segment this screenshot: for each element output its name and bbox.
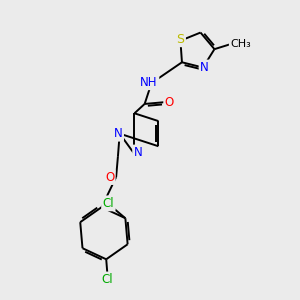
Text: O: O — [105, 170, 114, 184]
Text: N: N — [200, 61, 209, 74]
Text: N: N — [134, 146, 142, 159]
Text: O: O — [165, 96, 174, 109]
Text: Cl: Cl — [103, 197, 114, 210]
Text: N: N — [114, 127, 123, 140]
Text: Cl: Cl — [102, 273, 113, 286]
Text: NH: NH — [140, 76, 158, 89]
Text: CH₃: CH₃ — [230, 39, 251, 49]
Text: S: S — [176, 33, 184, 46]
